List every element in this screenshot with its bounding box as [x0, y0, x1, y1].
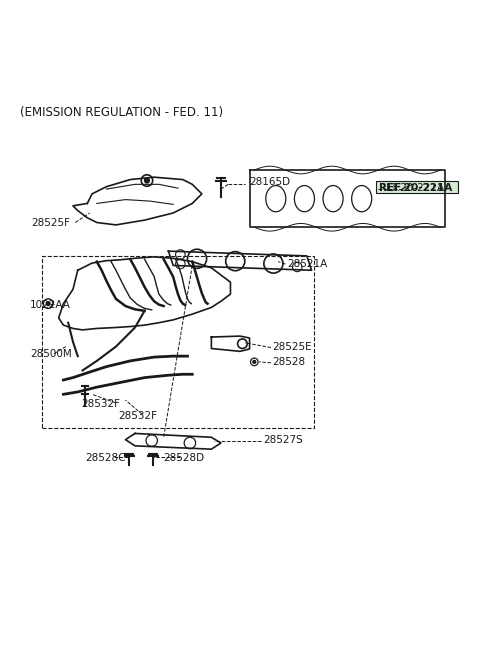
Text: 28528C: 28528C — [85, 453, 125, 463]
Text: 28165D: 28165D — [250, 178, 291, 187]
Circle shape — [253, 360, 256, 364]
FancyBboxPatch shape — [376, 181, 457, 193]
Text: 28527S: 28527S — [263, 435, 303, 445]
Text: 1022AA: 1022AA — [30, 299, 71, 310]
Text: REF.20-221A: REF.20-221A — [379, 183, 444, 193]
Circle shape — [144, 178, 149, 183]
Text: 28532F: 28532F — [118, 411, 157, 421]
Text: (EMISSION REGULATION - FED. 11): (EMISSION REGULATION - FED. 11) — [21, 105, 224, 119]
Text: 28532F: 28532F — [82, 399, 120, 409]
Text: 28525E: 28525E — [273, 342, 312, 352]
Text: 28521A: 28521A — [288, 259, 328, 269]
Text: 28528D: 28528D — [164, 453, 205, 463]
Text: 28525F: 28525F — [31, 217, 70, 227]
Text: REF.20-221A: REF.20-221A — [379, 183, 453, 193]
Text: 28500M: 28500M — [30, 348, 72, 359]
Text: 28528: 28528 — [273, 357, 306, 367]
Circle shape — [46, 302, 50, 305]
